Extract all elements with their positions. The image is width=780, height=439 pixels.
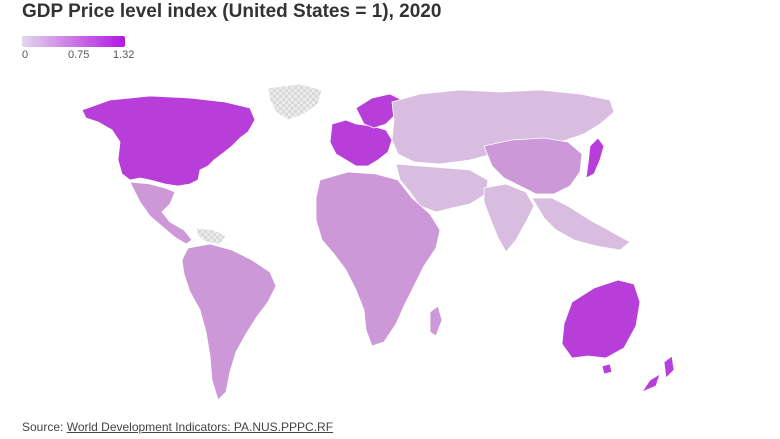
world-map bbox=[81, 83, 675, 401]
region-europe-west[interactable] bbox=[329, 119, 393, 167]
region-new-zealand[interactable] bbox=[641, 355, 675, 393]
source-link[interactable]: World Development Indicators: PA.NUS.PPP… bbox=[66, 420, 334, 434]
region-north-america[interactable] bbox=[81, 95, 256, 187]
legend-tick-max: 1.32 bbox=[113, 49, 135, 61]
region-mexico-central-america[interactable] bbox=[129, 181, 193, 245]
region-japan[interactable] bbox=[585, 137, 605, 179]
source-prefix: Source: bbox=[22, 420, 67, 434]
region-africa[interactable] bbox=[315, 171, 441, 347]
region-middle-east[interactable] bbox=[395, 163, 489, 213]
source-note: Source: World Development Indicators: PA… bbox=[22, 420, 333, 434]
region-china[interactable] bbox=[483, 137, 583, 195]
chart-title: GDP Price level index (United States = 1… bbox=[22, 1, 442, 22]
region-russia-central-asia[interactable] bbox=[391, 89, 615, 165]
region-south-asia[interactable] bbox=[483, 183, 535, 253]
region-south-america[interactable] bbox=[181, 243, 277, 401]
region-caribbean[interactable] bbox=[195, 227, 227, 245]
region-southeast-asia[interactable] bbox=[531, 197, 631, 251]
region-madagascar[interactable] bbox=[429, 305, 443, 337]
region-australia[interactable] bbox=[561, 279, 641, 359]
legend-ticks: 0 0.75 1.32 bbox=[22, 49, 134, 63]
region-greenland[interactable] bbox=[267, 83, 323, 121]
color-legend: 0 0.75 1.32 bbox=[22, 36, 134, 63]
region-tasmania[interactable] bbox=[601, 363, 613, 375]
legend-tick-mid: 0.75 bbox=[68, 49, 90, 61]
legend-gradient-bar bbox=[22, 36, 125, 47]
legend-tick-min: 0 bbox=[22, 49, 29, 61]
